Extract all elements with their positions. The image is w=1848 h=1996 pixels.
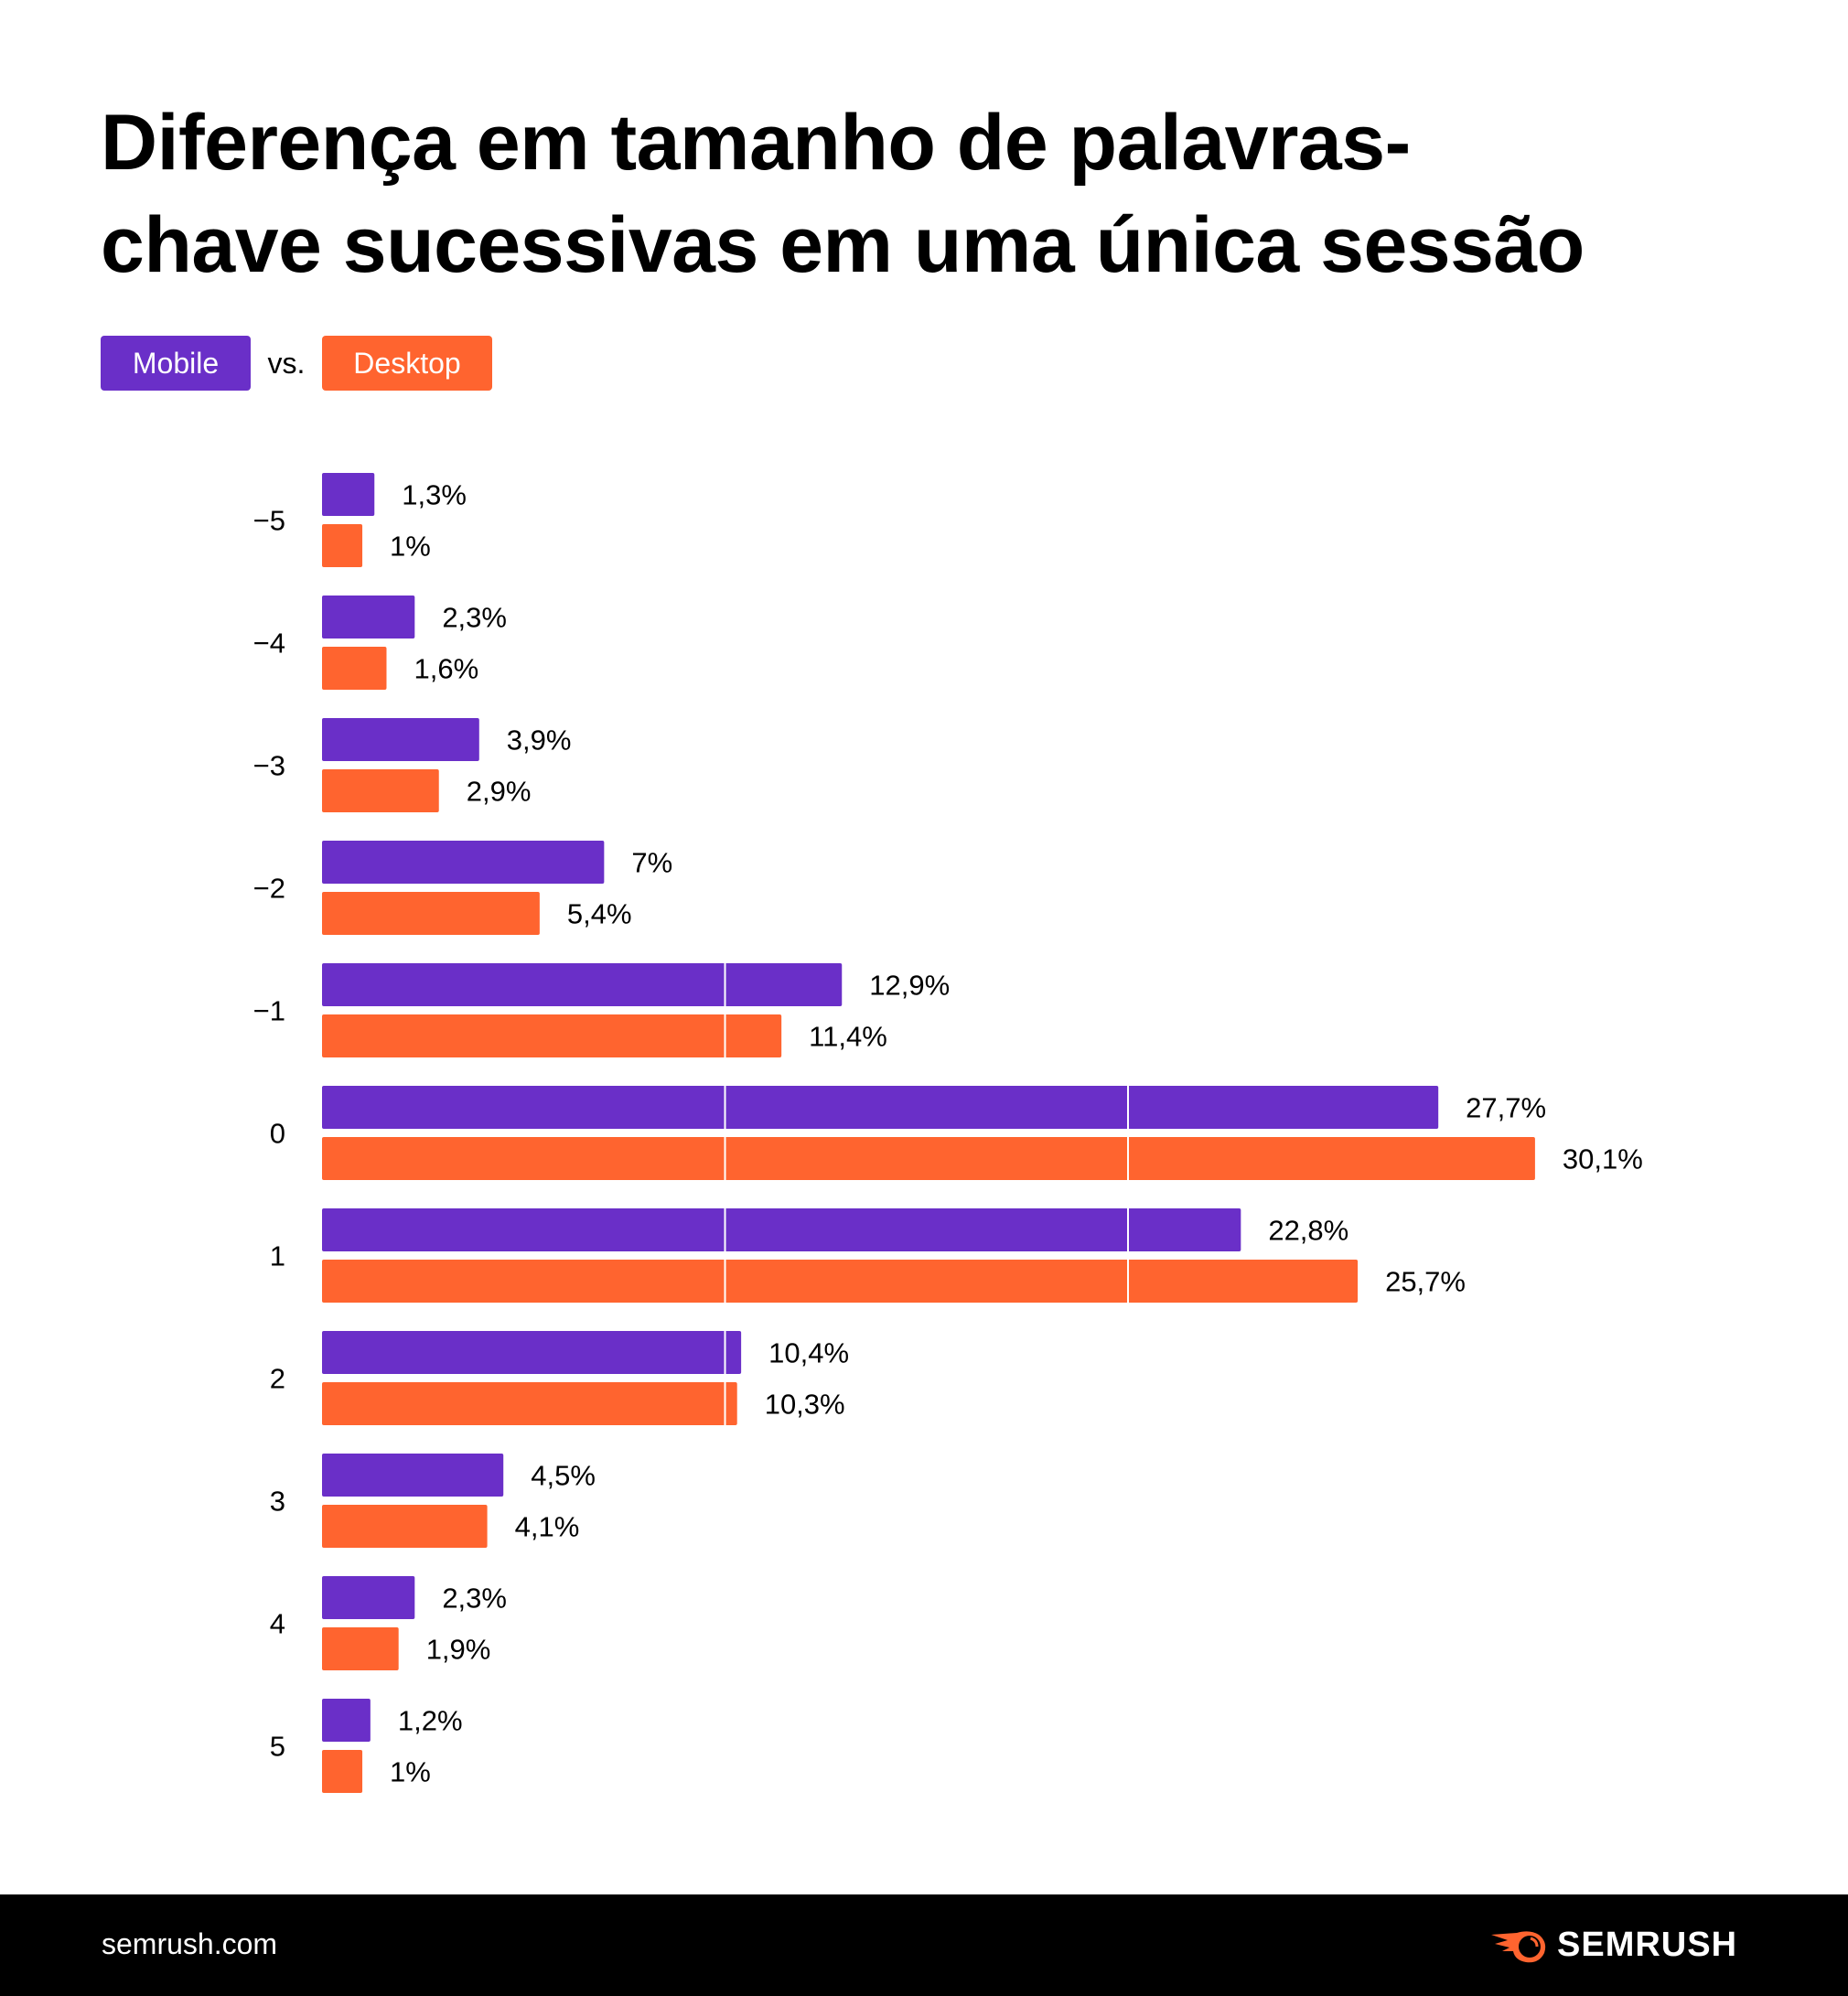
category-label: −1 [253, 995, 285, 1027]
bar-mobile [322, 1086, 1439, 1129]
data-label: 10,3% [765, 1389, 845, 1421]
data-label: 1,2% [398, 1705, 463, 1737]
category-label: 3 [270, 1486, 285, 1518]
bar-desktop [322, 892, 540, 935]
data-label: 25,7% [1385, 1266, 1466, 1298]
category-label: −2 [253, 873, 285, 905]
data-label: 4,5% [531, 1460, 596, 1492]
bar-desktop [322, 1014, 782, 1057]
legend-vs: vs. [267, 346, 306, 380]
bar-desktop [322, 1137, 1535, 1180]
semrush-logo: SEMRUSH [1489, 1926, 1737, 1965]
data-label: 1% [390, 531, 431, 563]
bar-mobile [322, 473, 375, 516]
bar-mobile [322, 841, 605, 884]
data-label: 11,4% [809, 1021, 887, 1053]
bar-mobile [322, 1331, 742, 1374]
category-label: 4 [270, 1608, 285, 1640]
data-label: 1,9% [426, 1634, 491, 1666]
data-label: 10,4% [768, 1337, 849, 1369]
brand-name: SEMRUSH [1557, 1926, 1738, 1964]
data-label: 30,1% [1563, 1143, 1643, 1175]
bar-desktop [322, 1750, 363, 1793]
bar-mobile [322, 718, 479, 761]
bar-desktop [322, 1260, 1359, 1303]
data-label: 1,3% [402, 479, 467, 511]
bar-desktop [322, 1627, 399, 1670]
chart-title: Diferença em tamanho de palavras- chave … [101, 91, 1747, 296]
data-label: 12,9% [869, 970, 950, 1002]
data-label: 4,1% [515, 1511, 580, 1543]
data-label: 1% [390, 1756, 431, 1788]
bar-mobile [322, 963, 843, 1006]
title-line-1: Diferença em tamanho de palavras- [101, 99, 1411, 187]
footer-site: semrush.com [102, 1927, 278, 1960]
bar-desktop [322, 1505, 488, 1548]
title-line-2: chave sucessivas em uma única sessão [101, 201, 1585, 289]
data-label: 2,3% [442, 602, 507, 634]
data-label: 5,4% [567, 898, 632, 930]
bar-mobile [322, 596, 415, 639]
bar-desktop [322, 1382, 737, 1425]
bar-mobile [322, 1454, 504, 1497]
data-label: 2,3% [442, 1583, 507, 1615]
semrush-fireball-icon [1491, 1930, 1546, 1962]
legend: Mobile vs. Desktop [101, 336, 492, 391]
bar-desktop [322, 647, 387, 690]
data-label: 3,9% [507, 724, 572, 757]
legend-mobile: Mobile [101, 336, 251, 391]
bar-desktop [322, 524, 363, 567]
category-label: −4 [253, 628, 285, 660]
category-label: 5 [270, 1731, 285, 1763]
category-label: −5 [253, 505, 285, 537]
data-label: 27,7% [1466, 1092, 1546, 1124]
data-label: 2,9% [467, 776, 532, 808]
data-label: 1,6% [414, 653, 478, 685]
category-label: 0 [270, 1118, 285, 1150]
bar-mobile [322, 1699, 371, 1742]
bar-mobile [322, 1576, 415, 1619]
data-label: 22,8% [1268, 1215, 1348, 1247]
data-label: 7% [631, 847, 672, 879]
legend-desktop: Desktop [322, 336, 492, 391]
bar-chart: −51,3%1%−42,3%1,6%−33,9%2,9%−27%5,4%−112… [253, 473, 1643, 1793]
category-label: −3 [253, 750, 285, 782]
footer: semrush.com SEMRUSH [0, 1894, 1848, 1996]
bar-mobile [322, 1208, 1241, 1251]
category-label: 1 [270, 1240, 285, 1272]
bar-desktop [322, 769, 439, 812]
category-label: 2 [270, 1363, 285, 1395]
